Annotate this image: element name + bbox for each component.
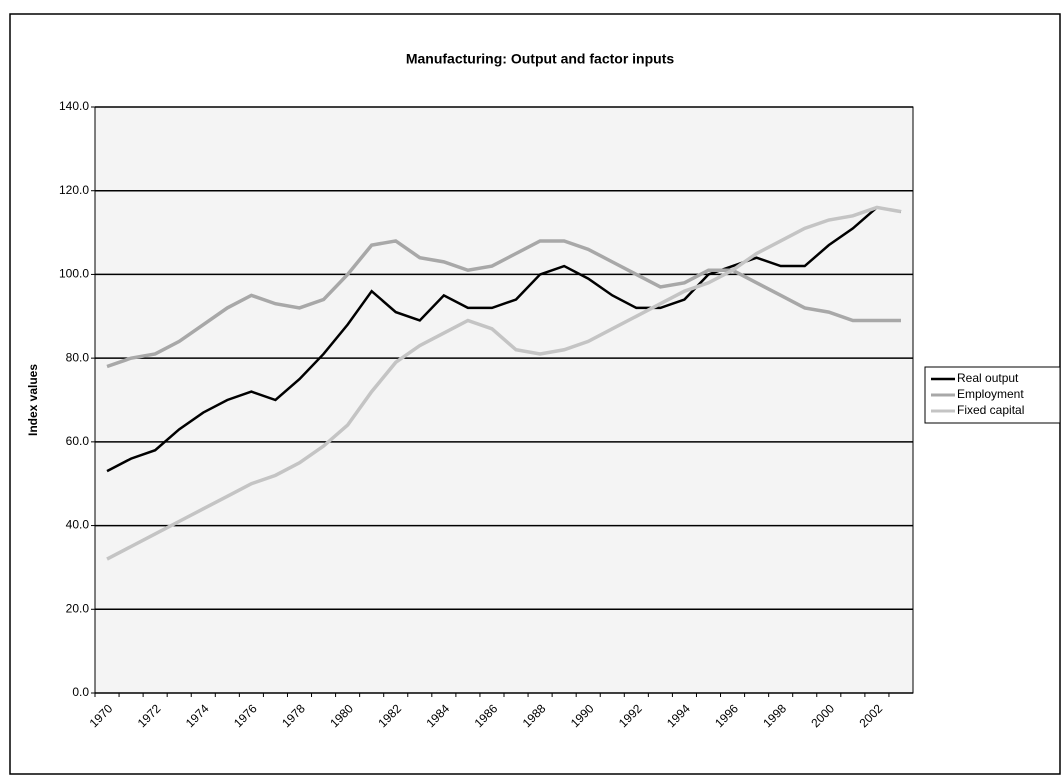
y-axis-label: Index values: [26, 364, 40, 436]
legend-label: Fixed capital: [957, 403, 1024, 417]
series-line: [106, 206, 902, 473]
series-line: [106, 239, 901, 369]
series-line: [106, 205, 902, 561]
y-tick-label: 60.0: [66, 434, 90, 448]
y-tick-label: 20.0: [66, 601, 90, 615]
y-tick-label: 40.0: [66, 518, 90, 532]
chart-title: Manufacturing: Output and factor inputs: [406, 51, 675, 67]
legend-label: Real output: [957, 371, 1019, 385]
legend-label: Employment: [957, 387, 1024, 401]
plot-area: [94, 106, 914, 694]
y-tick-label: 0.0: [72, 685, 89, 699]
y-tick-label: 120.0: [59, 183, 89, 197]
y-tick-label: 80.0: [66, 350, 90, 364]
y-tick-label: 140.0: [59, 99, 89, 113]
y-tick-label: 100.0: [59, 267, 89, 281]
